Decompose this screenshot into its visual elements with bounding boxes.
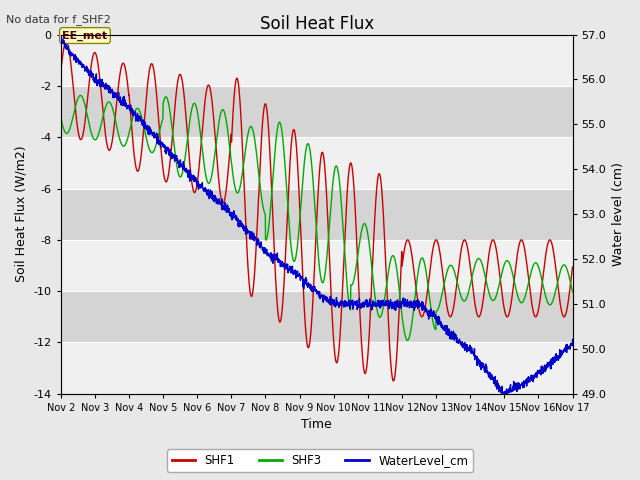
Bar	[61, 35, 573, 86]
X-axis label: Time: Time	[301, 419, 332, 432]
Legend: SHF1, SHF3, WaterLevel_cm: SHF1, SHF3, WaterLevel_cm	[167, 449, 473, 472]
Y-axis label: Water level (cm): Water level (cm)	[612, 162, 625, 266]
Y-axis label: Soil Heat Flux (W/m2): Soil Heat Flux (W/m2)	[15, 146, 28, 283]
Bar	[61, 189, 573, 240]
Text: No data for f_SHF2: No data for f_SHF2	[6, 14, 111, 25]
Title: Soil Heat Flux: Soil Heat Flux	[259, 15, 374, 33]
Bar	[61, 137, 573, 189]
Bar	[61, 86, 573, 137]
Bar	[61, 240, 573, 291]
Bar	[61, 291, 573, 343]
Text: EE_met: EE_met	[63, 30, 108, 41]
Bar	[61, 343, 573, 394]
